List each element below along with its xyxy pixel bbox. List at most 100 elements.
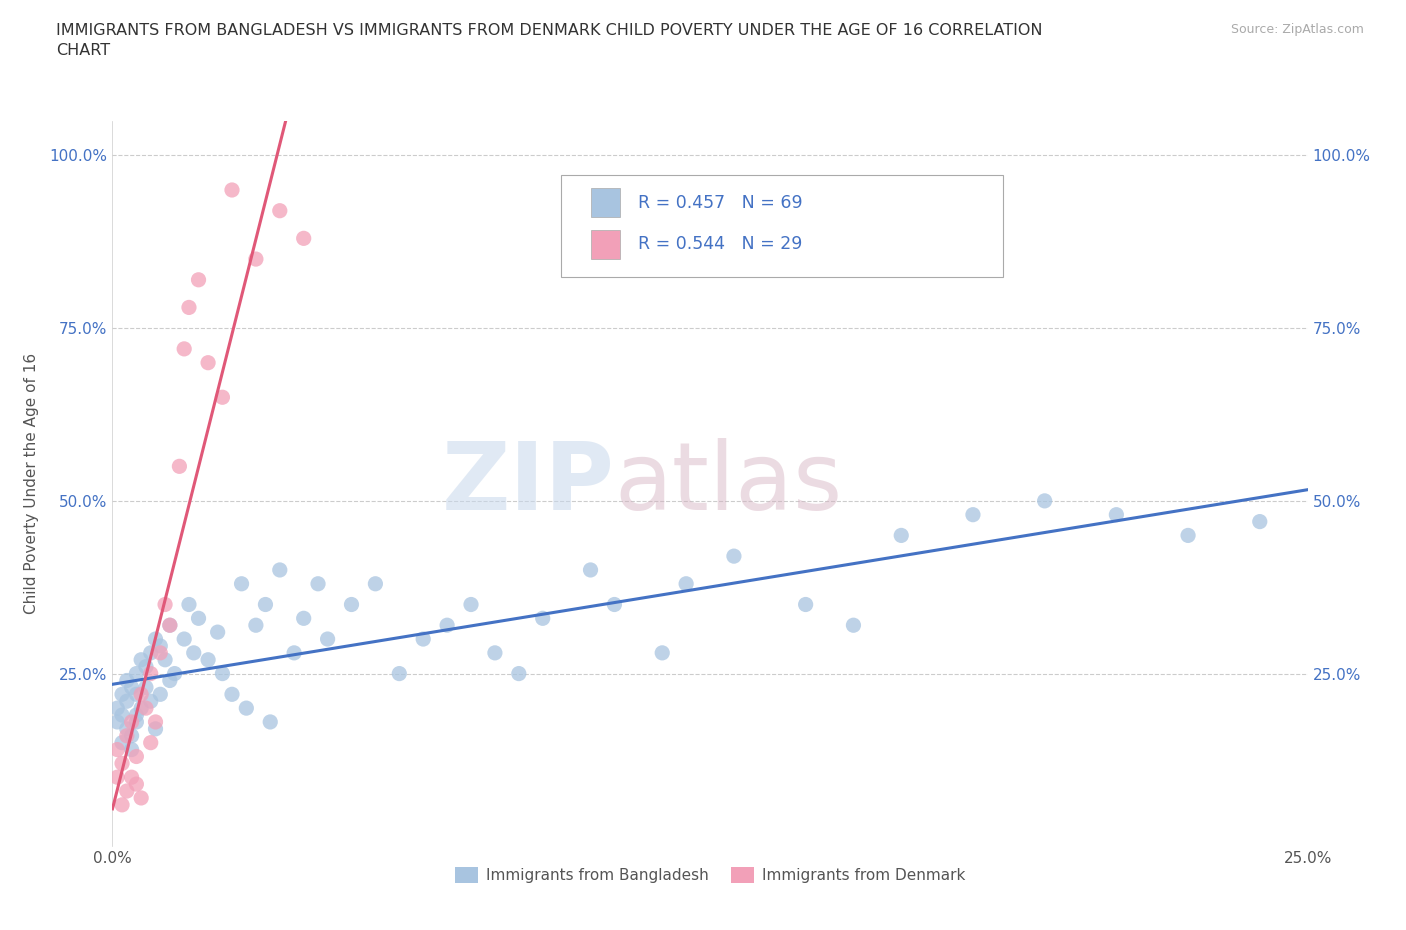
Point — [115, 784, 138, 799]
Point — [436, 618, 458, 632]
Text: ZIP: ZIP — [441, 438, 614, 529]
Point — [153, 597, 176, 612]
Point — [460, 597, 482, 612]
Point — [187, 611, 209, 626]
Point — [111, 736, 134, 751]
Point — [111, 756, 134, 771]
Point — [111, 708, 134, 723]
Point — [412, 631, 434, 646]
Point — [125, 687, 148, 702]
Point — [163, 666, 186, 681]
FancyBboxPatch shape — [591, 189, 620, 218]
Point — [111, 687, 134, 702]
Point — [292, 231, 315, 246]
Point — [159, 673, 181, 688]
Point — [125, 777, 148, 791]
Point — [105, 770, 128, 785]
Point — [508, 666, 530, 681]
Point — [135, 680, 157, 695]
Point — [177, 300, 200, 315]
Point — [245, 618, 267, 632]
Point — [121, 728, 143, 743]
Point — [129, 687, 152, 702]
Point — [388, 666, 411, 681]
Point — [105, 714, 128, 729]
Point — [283, 645, 305, 660]
Point — [221, 182, 243, 197]
Point — [603, 597, 626, 612]
Point — [129, 700, 152, 715]
Point — [129, 652, 152, 667]
Point — [149, 645, 172, 660]
Point — [135, 700, 157, 715]
Point — [364, 577, 387, 591]
Point — [962, 507, 984, 522]
Point — [651, 645, 673, 660]
Point — [105, 700, 128, 715]
Point — [316, 631, 339, 646]
Point — [145, 631, 167, 646]
Point — [129, 790, 152, 805]
Point — [169, 458, 191, 473]
Point — [292, 611, 315, 626]
Point — [135, 659, 157, 674]
FancyBboxPatch shape — [591, 230, 620, 259]
Point — [153, 652, 176, 667]
Point — [125, 708, 148, 723]
Text: Source: ZipAtlas.com: Source: ZipAtlas.com — [1230, 23, 1364, 36]
Point — [307, 577, 329, 591]
Point — [842, 618, 865, 632]
Point — [125, 714, 148, 729]
Point — [159, 618, 181, 632]
Point — [211, 390, 233, 405]
Point — [115, 728, 138, 743]
Point — [115, 694, 138, 709]
Text: R = 0.544   N = 29: R = 0.544 N = 29 — [638, 235, 803, 253]
Point — [484, 645, 506, 660]
Point — [794, 597, 817, 612]
Point — [245, 252, 267, 267]
Point — [115, 673, 138, 688]
Point — [149, 639, 172, 654]
Point — [139, 645, 162, 660]
Point — [183, 645, 205, 660]
Point — [139, 694, 162, 709]
Legend: Immigrants from Bangladesh, Immigrants from Denmark: Immigrants from Bangladesh, Immigrants f… — [449, 861, 972, 889]
Text: atlas: atlas — [614, 438, 842, 529]
Point — [173, 631, 195, 646]
Point — [231, 577, 253, 591]
Point — [125, 666, 148, 681]
Point — [1249, 514, 1271, 529]
Point — [259, 714, 281, 729]
Point — [235, 700, 257, 715]
Point — [221, 687, 243, 702]
Point — [1033, 494, 1056, 509]
Y-axis label: Child Poverty Under the Age of 16: Child Poverty Under the Age of 16 — [24, 353, 38, 614]
Point — [125, 749, 148, 764]
Point — [197, 355, 219, 370]
Point — [531, 611, 554, 626]
Point — [105, 742, 128, 757]
Text: IMMIGRANTS FROM BANGLADESH VS IMMIGRANTS FROM DENMARK CHILD POVERTY UNDER THE AG: IMMIGRANTS FROM BANGLADESH VS IMMIGRANTS… — [56, 23, 1043, 58]
Point — [1177, 528, 1199, 543]
Point — [121, 680, 143, 695]
Point — [115, 722, 138, 737]
Point — [269, 563, 291, 578]
Point — [187, 272, 209, 287]
Point — [139, 736, 162, 751]
Point — [173, 341, 195, 356]
Point — [159, 618, 181, 632]
Point — [207, 625, 229, 640]
Point — [890, 528, 912, 543]
Point — [197, 652, 219, 667]
Text: R = 0.457   N = 69: R = 0.457 N = 69 — [638, 193, 803, 212]
Point — [121, 742, 143, 757]
Point — [723, 549, 745, 564]
Point — [139, 666, 162, 681]
Point — [121, 770, 143, 785]
Point — [211, 666, 233, 681]
Point — [269, 204, 291, 219]
Point — [149, 687, 172, 702]
Point — [1105, 507, 1128, 522]
Point — [254, 597, 277, 612]
